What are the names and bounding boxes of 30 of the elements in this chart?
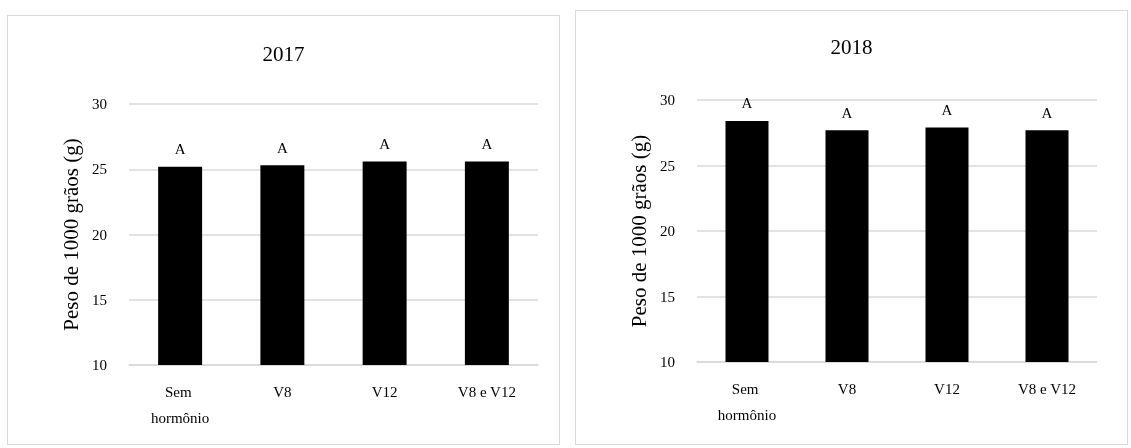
y-tick-label: 10 bbox=[92, 357, 107, 373]
y-axis-title: Peso de 1000 grãos (g) bbox=[58, 138, 83, 331]
chart-title: 2018 bbox=[830, 34, 873, 59]
data-label: A bbox=[1041, 104, 1053, 121]
data-label: A bbox=[481, 135, 493, 152]
y-tick-label: 15 bbox=[660, 288, 675, 305]
data-label: A bbox=[741, 95, 753, 112]
x-tick-label: V12 bbox=[934, 381, 960, 397]
x-tick-label: Sem hormônio bbox=[150, 384, 210, 426]
data-label: A bbox=[379, 135, 391, 152]
y-tick-label: 20 bbox=[660, 223, 675, 239]
data-label: A bbox=[276, 139, 288, 156]
x-tick-label: V8 bbox=[837, 381, 857, 397]
x-tick-label: V12 bbox=[371, 384, 398, 400]
data-label: A bbox=[941, 102, 953, 119]
y-tick-label: 15 bbox=[92, 291, 107, 308]
x-tick-label: V8 e V12 bbox=[457, 384, 516, 400]
x-tick-label: V8 e V12 bbox=[1017, 381, 1077, 397]
x-tick-label: Sem hormônio bbox=[717, 381, 777, 423]
data-label: A bbox=[174, 141, 186, 158]
y-tick-label: 25 bbox=[660, 157, 675, 174]
x-tick-label: V8 bbox=[273, 384, 292, 400]
data-label: A bbox=[841, 104, 853, 121]
y-axis-title: Peso de 1000 grãos (g) bbox=[626, 134, 651, 328]
chart-title: 2017 bbox=[262, 41, 305, 66]
y-tick-label: 30 bbox=[92, 96, 107, 112]
y-tick-label: 10 bbox=[660, 354, 675, 370]
y-tick-label: 30 bbox=[660, 92, 675, 108]
y-tick-label: 20 bbox=[92, 226, 107, 243]
y-tick-label: 25 bbox=[92, 161, 107, 178]
